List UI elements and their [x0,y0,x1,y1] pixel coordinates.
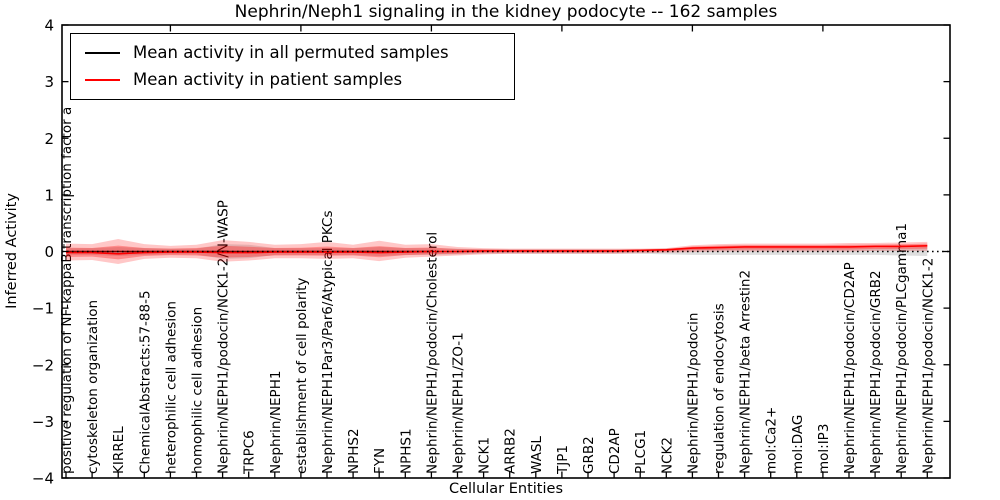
x-tick-label: PLCG1 [633,430,649,474]
y-tick-label: 1 [44,186,54,204]
x-tick-label: Nephrin/NEPH1/podocin [685,313,701,474]
x-tick-label: NCK2 [659,437,675,474]
x-tick-label: Nephrin/NEPH1Par3/Par6/Atypical PKCs [320,211,336,475]
x-tick-label: NCK1 [477,437,493,474]
x-tick-label: Nephrin/NEPH1/podocin/PLCgamma1 [894,223,910,474]
x-tick-label: Nephrin/NEPH1/podocin/NCK1-2/N-WASP [216,200,232,474]
x-tick-label: Nephrin/NEPH1 [268,371,284,474]
x-tick-label: homophilic cell adhesion [190,307,206,474]
x-tick-label: FYN [372,448,388,474]
x-tick-label: positive regulation of NF-kappaB transcr… [59,107,75,474]
x-tick-label: establishment of cell polarity [294,278,310,474]
y-tick-label: 3 [44,73,54,91]
x-tick-label: ARRB2 [503,428,519,474]
legend: Mean activity in all permuted samples Me… [70,33,515,100]
y-tick-label: 2 [44,130,54,148]
x-tick-label: TRPC6 [242,430,258,475]
chart-title: Nephrin/Neph1 signaling in the kidney po… [234,2,778,22]
y-tick-label: 0 [44,243,54,261]
x-tick-label: NPHS2 [346,428,362,474]
y-tick-label: −2 [32,356,54,374]
x-tick-label: ChemicalAbstracts:57-88-5 [137,290,153,474]
x-tick-label: Nephrin/NEPH1/beta Arrestin2 [738,270,754,474]
legend-label: Mean activity in all permuted samples [133,43,449,62]
x-tick-label: mol:IP3 [816,424,832,474]
x-tick-label: mol:Ca2+ [764,407,780,474]
y-tick-label: −1 [32,300,54,318]
y-axis-label: Inferred Activity [4,193,20,309]
x-tick-label: CD2AP [607,428,623,474]
x-tick-label: WASL [529,436,545,474]
x-tick-label: Nephrin/NEPH1/ZO-1 [451,332,467,474]
y-tick-label: 4 [44,17,54,35]
x-tick-label: regulation of endocytosis [712,303,728,474]
legend-entry-patient: Mean activity in patient samples [71,66,514,93]
x-tick-label: heterophilic cell adhesion [163,301,179,474]
y-tick-label: −3 [32,413,54,431]
legend-entry-permuted: Mean activity in all permuted samples [71,39,514,66]
x-tick-label: GRB2 [581,436,597,474]
mean-line [66,245,928,255]
x-tick-label: TJP1 [555,445,571,475]
x-tick-label: mol:DAG [790,415,806,474]
x-tick-label: Nephrin/NEPH1/podocin/CD2AP [842,262,858,474]
x-tick-label: cytoskeleton organization [85,300,101,474]
black-line-swatch [85,51,120,54]
x-tick-label: NPHS1 [398,428,414,474]
y-tick-label: −4 [32,470,54,488]
x-tick-label: Nephrin/NEPH1/podocin/GRB2 [868,270,884,474]
legend-label: Mean activity in patient samples [133,70,403,89]
red-line-swatch [85,78,120,81]
x-axis-label: Cellular Entities [448,481,564,497]
x-tick-label: KIRREL [111,426,127,474]
x-tick-label: Nephrin/NEPH1/podocin/Cholesterol [424,232,440,474]
x-tick-label: Nephrin/NEPH1/podocin/NCK1-2 [920,258,936,474]
